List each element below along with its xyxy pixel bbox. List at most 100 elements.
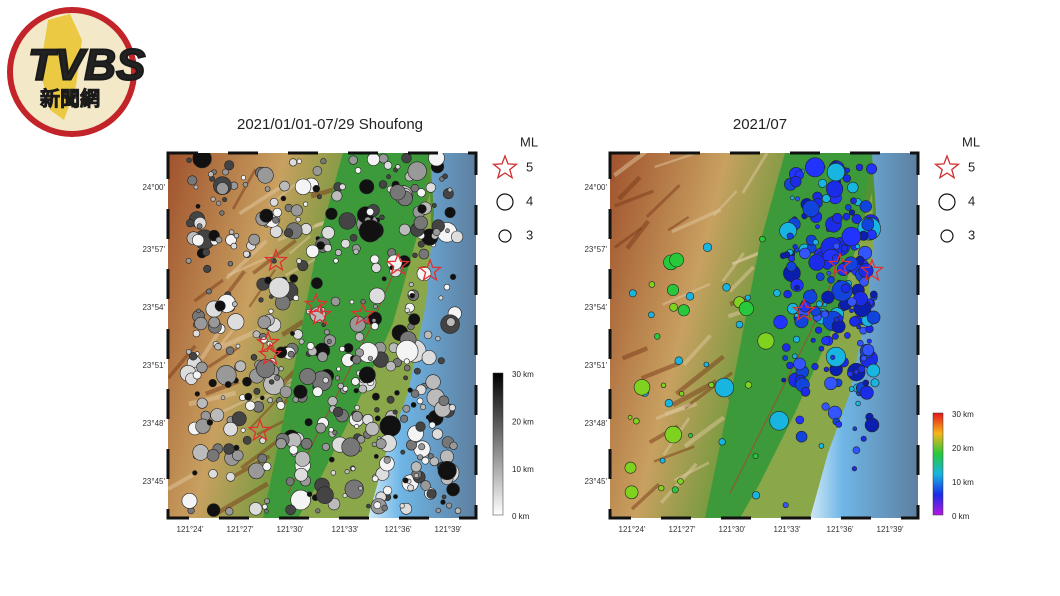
quake [848,209,856,216]
quake [185,257,192,264]
quake [751,491,761,500]
quake [316,194,322,200]
quake [815,224,820,230]
sea [810,153,918,518]
quake [186,218,195,228]
depth-label: 30 km [952,410,974,419]
logo-brand: TVBS [28,41,145,90]
quake [454,507,462,514]
quake [832,242,840,250]
quake [835,420,843,428]
quake [242,181,249,188]
quake [428,153,445,167]
quake [786,232,794,240]
quake [393,494,398,499]
quake [208,379,217,388]
logo-subtitle: 新聞網 [40,86,100,110]
quake [206,448,220,462]
ridge [645,184,681,218]
quake [296,258,302,264]
quake [738,301,754,317]
depth-label: 10 km [512,465,534,474]
map [610,153,918,518]
quake [193,184,199,190]
quake [225,346,235,355]
quake [714,377,735,398]
quake [773,315,788,330]
quake [869,290,878,299]
quake [181,492,198,509]
quake [262,503,268,510]
quake [431,428,444,440]
quake [326,339,332,344]
latitude-label: 23°48' [584,419,607,428]
quake [847,370,854,378]
ridge [188,390,237,407]
quake [344,479,364,499]
quake [790,175,802,188]
quake [372,304,378,309]
quake [853,369,859,375]
quake [822,302,828,307]
quake [232,449,244,462]
quake [189,352,198,361]
quake [688,432,693,438]
ridge [741,153,769,194]
quake [196,223,203,230]
quake [703,361,710,368]
quake [276,401,286,410]
longitude-label: 121°27' [669,525,696,534]
quake [383,456,391,464]
map-title: 2021/07 [733,116,787,133]
quake [325,207,338,220]
quake [296,158,302,164]
quake [401,153,412,164]
quake [409,293,415,299]
quake [294,178,312,195]
quake [674,356,684,365]
quake [383,485,393,496]
quake [398,223,411,236]
legend-title: ML [520,134,538,149]
quake [421,350,437,365]
quake [857,339,864,347]
quake [306,244,320,258]
quake [824,376,838,390]
quake [849,308,854,313]
quake [227,313,245,331]
quake [195,418,211,434]
quake [782,502,789,509]
quake [210,408,225,422]
quake [416,188,426,198]
quake [234,360,247,372]
quake [289,158,298,167]
quake [196,397,208,409]
quake [311,277,323,289]
quake [378,180,388,189]
quake [290,489,311,511]
depth-label: 0 km [512,512,530,521]
quake [870,378,880,388]
quake [664,425,683,444]
quake [861,218,875,231]
quake [735,320,744,329]
ridge [625,219,650,250]
quake [437,460,457,480]
quake [353,388,359,394]
quake [821,336,831,346]
quake [373,501,382,510]
quake [827,405,842,420]
quake [782,343,791,352]
quake [773,289,781,297]
quake [244,392,253,401]
quake [417,204,427,214]
quake [242,376,252,387]
quake [407,484,414,492]
quake [195,203,201,209]
quake [216,200,222,206]
quake [294,451,311,467]
quake [223,443,235,455]
quake [416,397,424,405]
quake [337,382,344,390]
quake [358,366,376,384]
